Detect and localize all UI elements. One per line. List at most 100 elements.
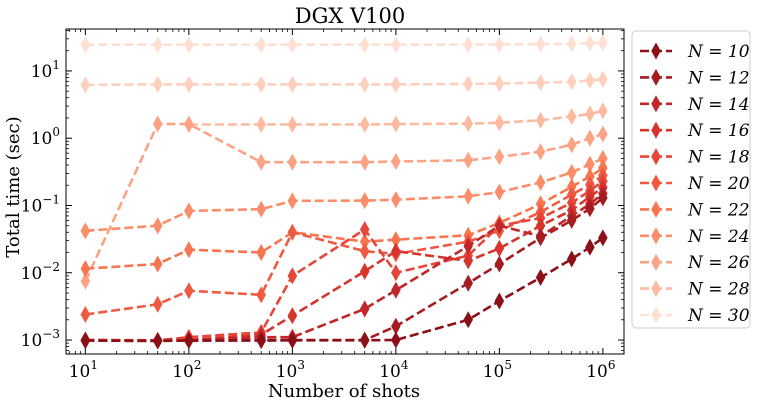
x-tick-label: 106 xyxy=(586,358,615,382)
data-point xyxy=(494,148,505,166)
legend-marker xyxy=(651,148,661,166)
data-point xyxy=(391,115,401,133)
legend-marker xyxy=(651,174,661,192)
x-tick-label: 103 xyxy=(276,358,305,382)
data-point xyxy=(494,74,505,93)
data-point xyxy=(391,75,401,93)
data-point xyxy=(391,153,401,171)
data-point xyxy=(287,115,298,133)
data-point xyxy=(535,111,546,129)
legend-marker xyxy=(651,200,661,218)
data-point xyxy=(256,75,266,93)
data-point xyxy=(585,238,595,256)
legend-marker xyxy=(651,253,661,271)
data-point xyxy=(463,36,473,54)
data-point xyxy=(287,192,298,210)
y-tick-label: 10−3 xyxy=(21,327,60,351)
data-point xyxy=(152,255,163,273)
legend-marker xyxy=(651,68,661,86)
data-point xyxy=(566,250,577,268)
data-point xyxy=(80,222,91,240)
data-point xyxy=(463,151,473,169)
legend-label: N = 24 xyxy=(687,227,750,247)
data-point xyxy=(535,74,546,92)
y-axis: 10−3 10−2 10−1 100 101 xyxy=(21,30,624,351)
data-point xyxy=(152,332,163,350)
series-line xyxy=(85,41,603,47)
series-line xyxy=(85,78,604,87)
legend-item: N = 14 xyxy=(640,95,750,115)
legend-item: N = 28 xyxy=(640,280,750,300)
legend-item: N = 12 xyxy=(640,68,750,88)
series-line xyxy=(85,236,604,343)
series-10 xyxy=(184,102,608,133)
data-point xyxy=(256,332,266,350)
legend-label: N = 16 xyxy=(687,121,750,141)
legend-item: N = 24 xyxy=(640,227,750,247)
chart-title: DGX V100 xyxy=(295,4,406,28)
series-7 xyxy=(80,159,608,278)
data-point xyxy=(359,75,370,93)
data-point xyxy=(152,295,163,313)
data-point xyxy=(463,75,473,93)
data-point xyxy=(287,307,298,325)
data-point xyxy=(184,36,194,54)
data-point xyxy=(184,241,194,259)
data-point xyxy=(463,311,473,329)
data-point xyxy=(566,136,577,154)
x-tick-label: 104 xyxy=(379,358,409,382)
x-tick-label: 101 xyxy=(69,358,98,382)
data-point xyxy=(463,274,473,292)
data-point xyxy=(359,192,370,210)
data-point xyxy=(566,35,577,53)
data-point xyxy=(463,237,473,255)
y-tick-label: 10−1 xyxy=(21,192,60,216)
series-line xyxy=(84,122,604,282)
data-point xyxy=(535,229,546,247)
data-point xyxy=(494,183,505,201)
data-point xyxy=(463,187,473,205)
data-point xyxy=(80,260,91,278)
data-point xyxy=(184,282,194,300)
series-line xyxy=(85,167,604,270)
data-point xyxy=(359,36,370,54)
data-point xyxy=(184,75,194,93)
legend-item: N = 18 xyxy=(640,148,750,168)
data-point xyxy=(598,125,608,143)
data-point xyxy=(585,72,595,90)
data-point xyxy=(598,70,608,88)
data-point xyxy=(391,331,401,349)
legend-item: N = 16 xyxy=(640,121,750,141)
plot-frame xyxy=(65,28,625,355)
legend-marker xyxy=(651,121,661,139)
x-tick-label: 105 xyxy=(483,358,512,382)
data-point xyxy=(256,153,266,171)
data-point xyxy=(287,153,298,171)
data-point xyxy=(152,75,163,93)
data-point xyxy=(494,255,505,273)
data-point xyxy=(359,331,370,349)
data-point xyxy=(256,200,266,218)
data-point xyxy=(566,163,577,181)
data-point xyxy=(585,105,595,123)
y-tick-label: 10−2 xyxy=(21,260,60,284)
data-point xyxy=(391,36,401,54)
legend-label: N = 20 xyxy=(687,174,750,194)
series-12 xyxy=(80,34,608,54)
data-point xyxy=(80,332,91,350)
series-line xyxy=(85,196,604,343)
data-point xyxy=(80,272,91,290)
data-point xyxy=(359,300,370,318)
x-axis-label: Number of shots xyxy=(268,381,420,402)
legend-item: N = 22 xyxy=(640,200,750,220)
data-point xyxy=(359,115,370,133)
legend-label: N = 26 xyxy=(687,253,750,273)
data-point xyxy=(256,286,266,304)
legend-item: N = 10 xyxy=(640,42,750,62)
series-line xyxy=(85,174,604,316)
data-point xyxy=(256,115,266,133)
legend-marker xyxy=(651,95,661,113)
data-point xyxy=(566,108,577,126)
data-point xyxy=(391,191,401,209)
data-point xyxy=(585,129,595,147)
